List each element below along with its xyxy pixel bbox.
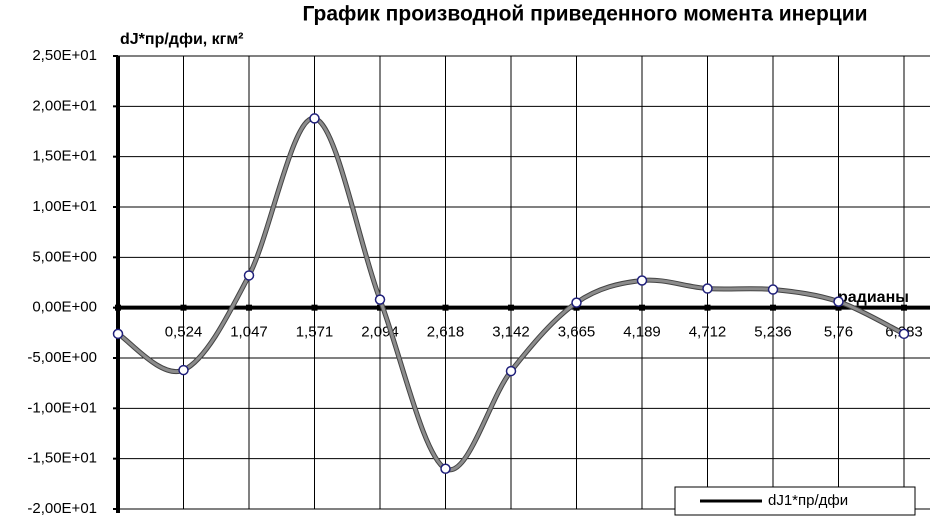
x-tick-label: 1,571 bbox=[296, 324, 334, 341]
x-tick bbox=[246, 304, 252, 311]
point bbox=[833, 296, 844, 307]
x-tick-label: 0,524 bbox=[165, 324, 203, 341]
chart-title: График производной приведенного момента … bbox=[302, 3, 867, 26]
y-tick-label: 5,00E+00 bbox=[32, 248, 97, 265]
y-tick-label: -2,00E+01 bbox=[27, 500, 97, 517]
y-tick-label: 1,00E+01 bbox=[32, 198, 97, 215]
legend-label: dJ1*пр/дфи bbox=[768, 492, 848, 509]
point bbox=[702, 283, 713, 294]
point bbox=[374, 294, 386, 305]
point bbox=[178, 364, 189, 376]
x-tick bbox=[704, 304, 711, 311]
x-tick bbox=[835, 304, 842, 311]
y-axis-label: dJ*пр/дфи, кгм² bbox=[120, 31, 244, 48]
point bbox=[112, 328, 124, 340]
y-tick-label: -1,50E+01 bbox=[27, 450, 97, 467]
y-tick-label: -1,00E+01 bbox=[27, 399, 97, 416]
x-tick-label: 3,142 bbox=[492, 324, 530, 341]
x-tick-label: 5,236 bbox=[754, 324, 792, 341]
x-tick bbox=[901, 304, 907, 311]
y-tick-label: -5,00E+00 bbox=[27, 349, 97, 366]
point bbox=[309, 113, 320, 124]
y-tick-label: 2,50E+01 bbox=[32, 47, 97, 64]
x-tick-label: 3,665 bbox=[558, 324, 596, 341]
point bbox=[636, 275, 648, 286]
x-tick bbox=[508, 304, 514, 311]
point bbox=[898, 328, 910, 340]
x-tick bbox=[377, 304, 383, 311]
x-tick bbox=[311, 304, 318, 311]
point bbox=[767, 284, 779, 295]
point bbox=[505, 365, 517, 377]
x-tick-label: 1,047 bbox=[230, 324, 268, 341]
x-axis-label: радианы bbox=[838, 289, 909, 306]
x-tick bbox=[770, 304, 776, 311]
y-tick-label: 2,00E+01 bbox=[32, 97, 97, 114]
y-tick-label: 0,00E+00 bbox=[32, 299, 97, 316]
x-tick bbox=[180, 304, 187, 311]
point bbox=[440, 463, 451, 474]
x-tick bbox=[442, 304, 449, 311]
x-tick-label: 4,712 bbox=[689, 324, 727, 341]
x-tick-label: 4,189 bbox=[623, 324, 661, 341]
point bbox=[243, 270, 255, 281]
x-tick-label: 5,76 bbox=[824, 324, 853, 341]
point bbox=[571, 297, 582, 308]
x-tick bbox=[115, 304, 121, 311]
legend-box bbox=[674, 486, 916, 516]
x-tick-label: 2,618 bbox=[427, 324, 465, 341]
x-tick bbox=[639, 304, 645, 311]
y-tick-label: 1,50E+01 bbox=[32, 148, 97, 165]
